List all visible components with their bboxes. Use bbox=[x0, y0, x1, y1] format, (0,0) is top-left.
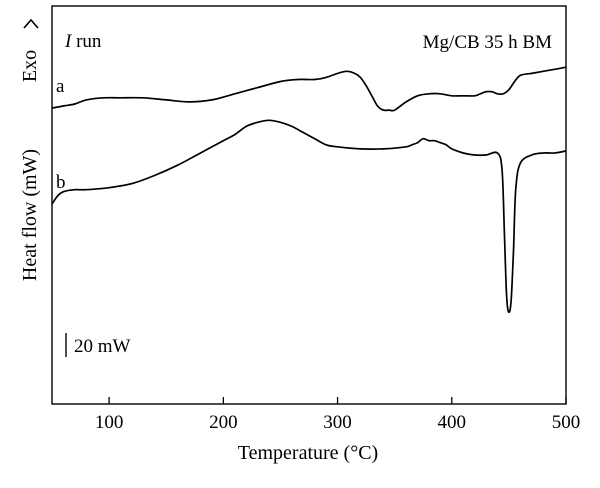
run-label: I run bbox=[64, 31, 102, 52]
sample-label: Mg/CB 35 h BM bbox=[423, 32, 552, 53]
run-label-text: run bbox=[71, 31, 102, 52]
x-tick-label-400: 400 bbox=[438, 412, 467, 433]
x-tick-label-300: 300 bbox=[323, 412, 352, 433]
chart-text: Temperature (°C) Heat flow (mW) Exo I ru… bbox=[19, 18, 552, 464]
x-tick-label-200: 200 bbox=[209, 412, 238, 433]
x-tick-label-100: 100 bbox=[95, 412, 124, 433]
run-label-italic: I bbox=[64, 31, 73, 52]
x-axis-title: Temperature (°C) bbox=[238, 442, 378, 464]
y-axis-title: Heat flow (mW) bbox=[19, 149, 41, 281]
series-line-a bbox=[51, 66, 567, 112]
exo-arrow-icon bbox=[23, 18, 39, 29]
plot-area: ab bbox=[51, 66, 567, 314]
series-line-b bbox=[51, 119, 567, 314]
exo-label: Exo bbox=[19, 50, 41, 82]
axes: 100 200 300 400 500 bbox=[51, 5, 581, 433]
series-label-a: a bbox=[56, 76, 65, 97]
series-label-b: b bbox=[56, 172, 66, 193]
x-tick-label-500: 500 bbox=[552, 412, 581, 433]
scale-bar-label: 20 mW bbox=[74, 336, 131, 357]
plot-frame bbox=[51, 5, 567, 405]
